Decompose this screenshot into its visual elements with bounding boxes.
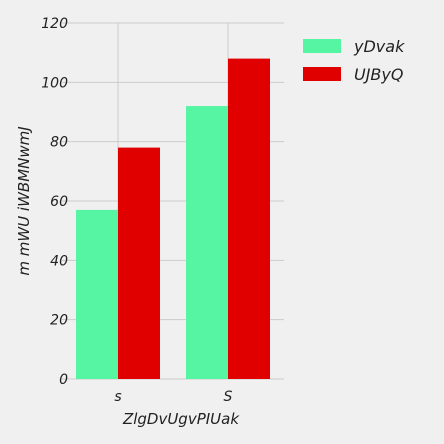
y-tick-label: 120 xyxy=(41,16,68,32)
y-tick-label: 40 xyxy=(50,253,68,269)
y-tick-labels: 0 20 40 60 80 100 120 xyxy=(41,16,68,388)
y-tick-label: 20 xyxy=(50,313,68,329)
y-tick-label: 0 xyxy=(59,372,68,388)
x-axis-label: ZlgDvUgvPIUak xyxy=(122,410,240,428)
y-tick-label: 80 xyxy=(50,135,68,151)
x-tick-label: s xyxy=(114,389,121,405)
bars xyxy=(76,58,270,380)
legend-label-yDvak: yDvak xyxy=(353,37,405,56)
legend-swatch-UJByQ xyxy=(303,67,341,81)
bar-yDvak-S xyxy=(186,106,228,380)
y-tick-label: 100 xyxy=(41,75,68,91)
bar-yDvak-s xyxy=(76,209,118,379)
y-tick-label: 60 xyxy=(50,194,68,210)
bar-UJByQ-s xyxy=(118,147,160,379)
bar-UJByQ-S xyxy=(228,58,270,379)
legend: yDvak UJByQ xyxy=(303,37,405,84)
x-tick-label: S xyxy=(224,389,233,405)
legend-swatch-yDvak xyxy=(303,39,341,53)
legend-label-UJByQ: UJByQ xyxy=(354,65,403,84)
y-axis-label: m mWU iWBMNwmJ xyxy=(15,126,33,275)
